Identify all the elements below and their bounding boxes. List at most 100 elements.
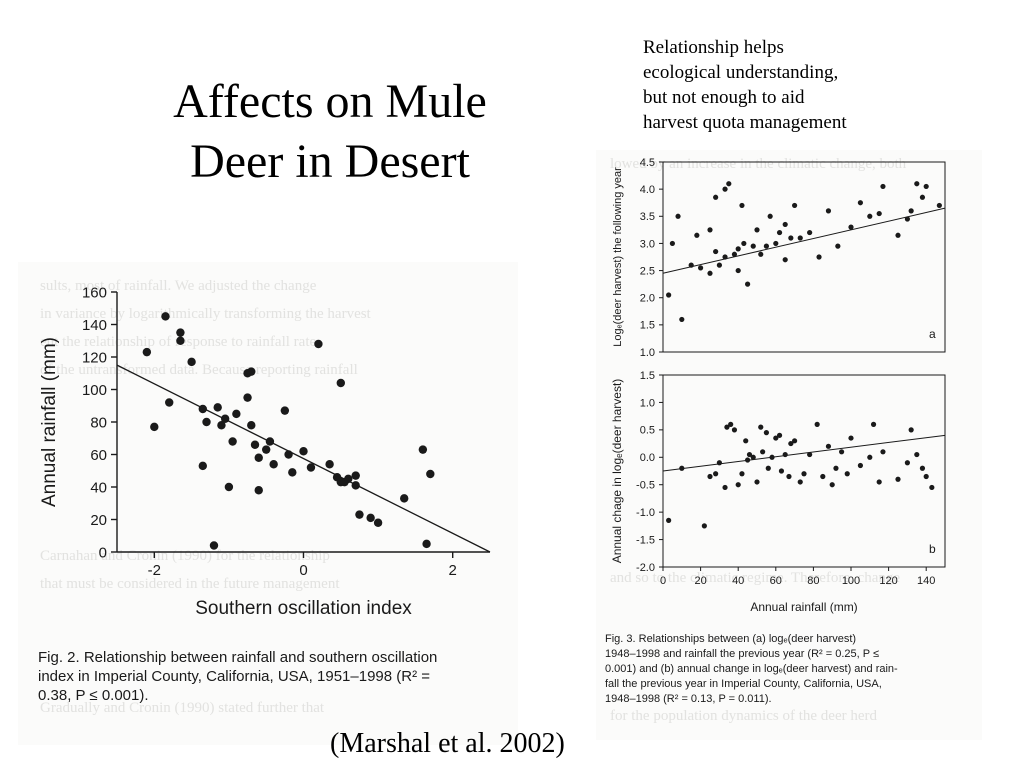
chart1-data-point: [198, 461, 207, 471]
chart3-y-tick-label: 1.5: [640, 370, 655, 382]
chart2-data-point: [675, 213, 681, 219]
chart2-data-point: [669, 240, 676, 247]
chart1-data-point: [366, 513, 375, 523]
chart3-data-point: [739, 471, 745, 477]
chart3-data-point: [746, 451, 753, 458]
chart1-data-point: [254, 486, 263, 495]
chart3-x-tick-label: 40: [732, 575, 744, 587]
chart1-data-point: [336, 378, 345, 388]
chart3-y-tick-label: 0.5: [640, 425, 655, 437]
chart2-data-point: [919, 194, 926, 200]
chart1-data-point: [344, 474, 353, 484]
chart1-data-point: [418, 445, 428, 454]
chart2-trendline: [662, 207, 946, 274]
chart3-data-point: [844, 471, 850, 477]
chart1-data-point: [150, 422, 159, 432]
chart3-data-point: [867, 454, 873, 460]
scan-bleed-text-9: and so to the climatic regime. Therefore…: [610, 570, 900, 586]
chart3-x-tick-label: 120: [879, 575, 897, 587]
fig3-caption-line-2: 1948–1998 and rainfall the previous year…: [605, 648, 879, 660]
chart2-data-point: [895, 232, 901, 238]
chart3-data-point: [904, 460, 911, 466]
chart3-data-point: [792, 438, 798, 444]
chart3-data-point: [701, 523, 707, 529]
chart1-y-tick-label: 40: [90, 479, 107, 496]
chart2-plot-frame: [662, 161, 946, 353]
chart2-data-point: [776, 229, 783, 236]
chart2-data-point: [792, 202, 798, 209]
chart3-data-point: [870, 421, 877, 427]
chart2-data-point: [848, 224, 854, 230]
chart1-data-point: [355, 510, 364, 519]
fig2-caption: Fig. 2. Relationship between rainfall an…: [38, 648, 508, 705]
fig2-caption-line-2: index in Imperial County, California, US…: [38, 668, 431, 685]
chart1-data-point: [422, 539, 431, 549]
chart1-data-point: [213, 403, 222, 412]
chart2-data-point: [694, 232, 700, 238]
chart1-data-point: [351, 481, 360, 490]
chart3-data-point: [814, 421, 820, 427]
chart1-y-tick-label: 80: [90, 414, 107, 431]
chart2-data-point: [807, 229, 813, 236]
note-line-1: Relationship helps: [643, 37, 784, 58]
chart2-data-point: [923, 183, 929, 190]
chart1-data-point: [161, 312, 170, 321]
chart2-data-point: [835, 243, 841, 249]
chart3-y-tick-label: 0.0: [640, 452, 655, 464]
chart1-data-point: [299, 447, 308, 456]
chart3-data-point: [848, 435, 854, 441]
chart1-y-tick-label: 120: [82, 349, 107, 366]
chart1-data-point: [217, 421, 226, 430]
chart2-data-point: [713, 194, 719, 200]
chart1-y-tick-label: 0: [99, 544, 107, 561]
chart1-trendline: [116, 364, 491, 553]
chart1-data-point: [198, 404, 207, 414]
chart2-y-axis-label: Logₑ(deer harvest) the following year: [612, 167, 624, 347]
chart3-data-point: [782, 451, 788, 458]
slide-title-line-2: Deer in Desert: [190, 135, 470, 188]
chart2-data-point: [713, 248, 719, 255]
chart2-data-point: [707, 270, 713, 276]
chart3-data-point: [923, 473, 929, 480]
chart3-data-point: [763, 430, 770, 436]
chart3-data-point: [788, 440, 794, 447]
scan-bleed-text-1: sults, most of rainfall. We adjusted the…: [40, 278, 317, 294]
chart2-data-point: [666, 292, 672, 298]
chart3-data-point: [666, 517, 672, 523]
chart3-data-point: [786, 473, 792, 480]
chart1-data-point: [209, 541, 219, 550]
chart1-data-point: [187, 357, 196, 367]
chart1-data-point: [228, 437, 237, 446]
chart3-y-tick-label: 1.0: [640, 397, 655, 409]
chart1-y-tick-label: 60: [90, 447, 107, 464]
scan-bleed-text-6: that must be considered in the future ma…: [40, 576, 340, 592]
chart2-data-point: [758, 251, 764, 257]
slide-title: Affects on Mule Deer in Desert: [110, 72, 550, 192]
chart3-x-tick-label: 140: [917, 575, 935, 587]
chart2-y-tick-label: 3.5: [640, 211, 655, 223]
chart2-data-point: [767, 213, 773, 219]
chart3-data-point: [914, 451, 920, 458]
chart3-data-point: [807, 451, 813, 458]
chart2-y-tick-label: 1.0: [640, 347, 655, 359]
chart3-data-point: [769, 454, 775, 460]
chart3-y-tick-label: -1.0: [636, 507, 655, 519]
chart3-data-point: [876, 479, 882, 485]
chart1-data-point: [224, 482, 234, 492]
chart3-panel-label: b: [929, 542, 936, 556]
chart1-data-point: [176, 336, 185, 345]
chart2-y-tick-label: 3.0: [640, 238, 655, 250]
chart3-data-point: [750, 454, 756, 460]
chart1-data-point: [176, 328, 185, 337]
chart1-x-tick-label: 2: [449, 562, 457, 579]
chart2-data-point: [816, 254, 822, 260]
scan-bleed-text-5: Carnahan and Cronin (1990) for the relat…: [40, 548, 330, 564]
chart1-y-tick-label: 160: [82, 284, 107, 301]
chart1-data-point: [269, 460, 278, 469]
chart2-data-point: [698, 265, 704, 271]
chart2-data-point: [867, 213, 873, 219]
chart2-data-point: [707, 227, 713, 233]
chart1-y-tick-label: 20: [90, 512, 107, 529]
note-line-3: but not enough to aid: [643, 87, 805, 108]
